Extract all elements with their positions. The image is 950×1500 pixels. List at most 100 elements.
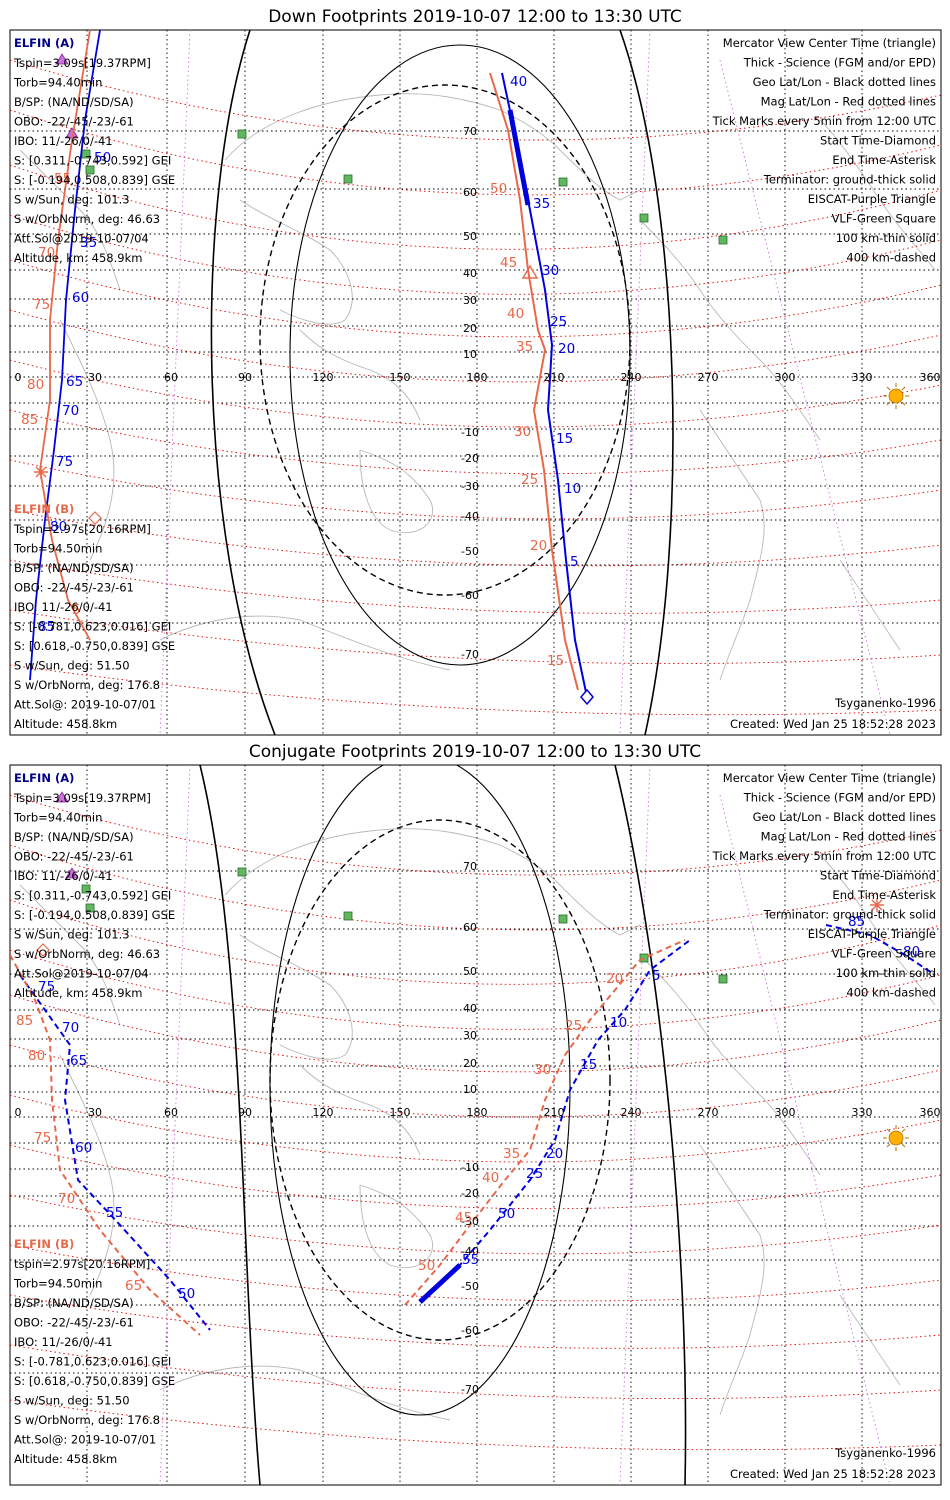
elfin-b-info-line: Altitude: 458.8km [14, 1452, 117, 1466]
lon-tick-label: 210 [544, 371, 565, 384]
legend-item: 100 km-thin solid [836, 966, 936, 980]
vlf-square [718, 235, 728, 245]
elfin-b-info-line: Torb=94.50min [13, 1277, 102, 1291]
elfin-b-name: ELFIN (B) [14, 1237, 74, 1251]
lon-tick-label: 180 [467, 1106, 488, 1119]
terminator-east [619, 30, 674, 735]
elfin-a-info-line: OBO: -22/-45/-23/-61 [14, 850, 134, 864]
lat-tick-label: -60 [461, 589, 479, 602]
vlf-stations [81, 129, 728, 245]
track-tick-label: 15 [547, 653, 564, 669]
track-tick-label: 45 [500, 255, 517, 271]
lat-tick-label: 30 [463, 294, 477, 307]
lat-tick-label: -30 [461, 480, 479, 493]
track-tick-label: 40 [482, 1170, 499, 1186]
legend-item: Terminator: ground-thick solid [763, 173, 936, 187]
elfin-b-info-line: IBO: 11/-26/0/-41 [14, 1335, 113, 1349]
map-frame [9, 29, 942, 736]
elfin-b-conj-track [404, 939, 686, 1306]
elfin-b-name: ELFIN (B) [14, 502, 74, 516]
track-tick-label: 20 [546, 1146, 563, 1162]
track-tick-label: 30 [534, 1062, 551, 1078]
panel-title: Conjugate Footprints 2019-10-07 12:00 to… [249, 742, 701, 762]
track-tick-label: 75 [56, 454, 73, 470]
lon-tick-label: 270 [698, 1106, 719, 1119]
lat-tick-label: -20 [461, 452, 479, 465]
elfin-a-info-line: S w/Sun, deg: 101.3 [14, 928, 130, 942]
legend-item: Geo Lat/Lon - Black dotted lines [753, 810, 936, 824]
vlf-square [639, 953, 649, 963]
elfin-a-science-segment [507, 109, 531, 206]
eiscat-triangle [65, 867, 79, 879]
elfin-a-info-line: Att.Sol@2019-10-07/04 [14, 967, 149, 981]
elfin-a-info-line: S w/Sun, deg: 101.3 [14, 193, 130, 207]
down-footprints-panel: Down Footprints 2019-10-07 12:00 to 13:3… [9, 7, 942, 736]
track-tick-label: 40 [507, 306, 524, 322]
lon-tick-label: 330 [852, 371, 873, 384]
track-tick-label: 20 [606, 971, 623, 987]
lon-tick-label: 90 [238, 1106, 252, 1119]
lat-tick-label: 60 [463, 921, 477, 934]
elfin-b-info-line: Torb=94.50min [13, 542, 102, 556]
legend-item: End Time-Asterisk [832, 888, 936, 902]
track-tick-label: 75 [38, 979, 55, 995]
eiscat-triangle [55, 791, 69, 803]
legend-item: Geo Lat/Lon - Black dotted lines [753, 75, 936, 89]
elfin-b-end-asterisk [34, 465, 48, 479]
mag-lat-grid [10, 794, 941, 1451]
elfin-a-conj-ticks: 55 50 25 20 15 10 5 85 80 75 70 65 60 55… [38, 914, 920, 1302]
lon-tick-label: 90 [238, 371, 252, 384]
elfin-a-info-line: IBO: 11/-26/0/-41 [14, 869, 113, 883]
conjugate-footprints-panel: Conjugate Footprints 2019-10-07 12:00 to… [9, 742, 942, 1486]
lon-tick-label: 120 [313, 1106, 334, 1119]
altitude-400km [259, 84, 631, 596]
legend-item: 400 km-dashed [846, 251, 936, 265]
elfin-b-info-line: B/SP: (NA/ND/SD/SA) [14, 561, 134, 575]
track-tick-label: 50 [418, 1258, 435, 1274]
track-tick-label: 55 [54, 171, 71, 187]
lat-tick-label: 70 [463, 860, 477, 873]
legend-item: VLF-Green Square [832, 212, 936, 226]
elfin-a-info: ELFIN (A) Tspin=3.09s[19.37RPM] Torb=94.40… [13, 771, 175, 1000]
track-tick-label: 35 [503, 1146, 520, 1162]
elfin-a-info-line: Altitude, km: 458.9km [14, 251, 142, 265]
track-tick-label: 75 [33, 297, 50, 313]
track-tick-label: 65 [125, 1278, 142, 1294]
elfin-a-info-line: B/SP: (NA/ND/SD/SA) [14, 95, 134, 109]
elfin-b-info-line: Att.Sol@: 2019-10-07/01 [14, 1433, 156, 1447]
lon-tick-label: 60 [164, 1106, 178, 1119]
lat-tick-label: -70 [461, 648, 479, 661]
lon-tick-label: 210 [544, 1106, 565, 1119]
elfin-b-info-line: S w/Sun, deg: 51.50 [14, 659, 130, 673]
elfin-b-info-line: Tspin=2.97s[20.16RPM] [13, 522, 151, 536]
latitude-tick-labels: 70 60 50 40 30 20 10 -10 -20 -30 -40 -50 -60 -70 [461, 125, 479, 661]
mag-lat-grid [10, 59, 941, 716]
track-tick-label: 15 [556, 431, 573, 447]
track-tick-label: 50 [490, 181, 507, 197]
lat-tick-label: 30 [463, 1029, 477, 1042]
vlf-square [237, 867, 247, 877]
vlf-square [343, 174, 353, 184]
map-legend: Mercator View Center Time (triangle) Thic… [712, 36, 937, 265]
track-tick-label: 85 [38, 619, 55, 635]
elfin-a-conj-track-east [825, 924, 936, 976]
elfin-a-conj-track-west [19, 974, 211, 1331]
elfin-b-west-ticks: 55 70 75 80 85 5 [21, 171, 81, 618]
elfin-a-info-line: S w/OrbNorm, deg: 46.63 [14, 212, 160, 226]
lon-tick-label: 0 [15, 371, 22, 384]
legend-item: Mag Lat/Lon - Red dotted lines [761, 95, 936, 109]
legend-item: Mercator View Center Time (triangle) [723, 36, 936, 50]
elfin-b-info-line: Altitude: 458.8km [14, 717, 117, 731]
lat-tick-label: 70 [463, 125, 477, 138]
track-tick-label: 35 [80, 235, 97, 251]
vlf-square [343, 911, 353, 921]
elfin-a-info-line: Tspin=3.09s[19.37RPM] [13, 56, 151, 70]
legend-item: Tick Marks every 5min from 12:00 UTC [712, 849, 936, 863]
elfin-a-info-line: S: [-0.194,0.508,0.839] GSE [14, 173, 175, 187]
lat-tick-label: -30 [461, 1215, 479, 1228]
track-tick-label: 85 [16, 1013, 33, 1029]
geo-lon-grid [86, 765, 863, 1485]
track-tick-label: 55 [462, 1252, 479, 1268]
track-tick-label: 5 [72, 602, 81, 618]
track-tick-label: 60 [75, 1140, 92, 1156]
